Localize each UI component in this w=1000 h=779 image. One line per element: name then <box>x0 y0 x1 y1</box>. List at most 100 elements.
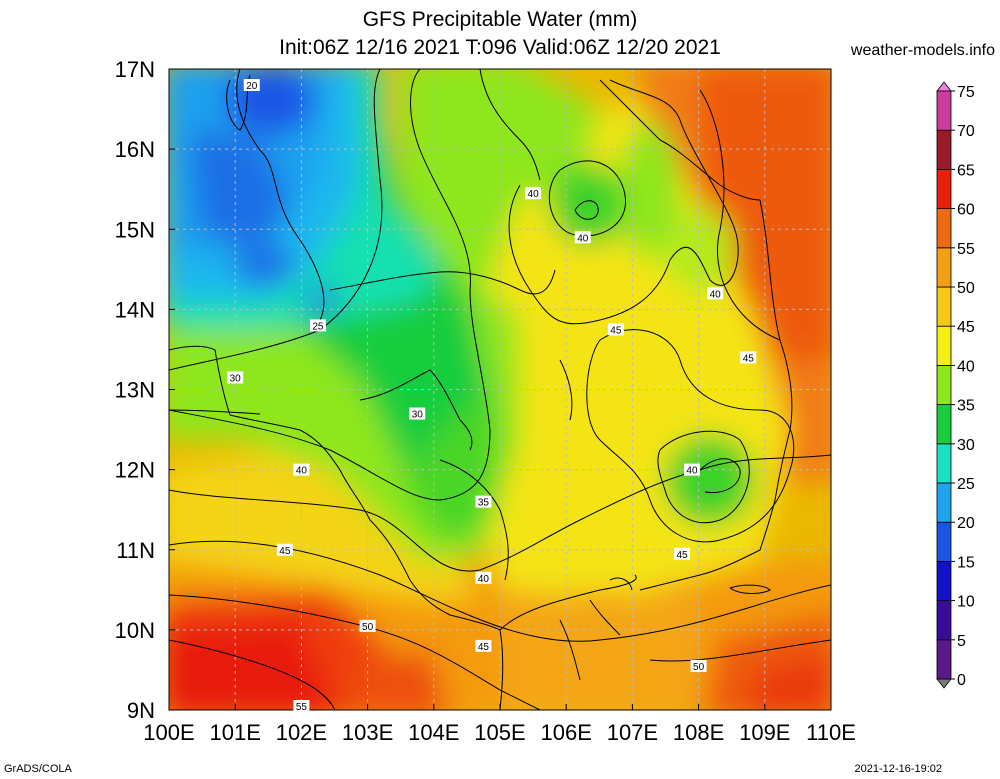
contour-label-bg <box>690 659 707 672</box>
colorbar-band <box>936 404 952 445</box>
contour-label: 30 <box>412 410 424 421</box>
contour-label: 40 <box>710 289 722 300</box>
y-tick-label: 17N <box>115 57 155 82</box>
contour-label-bg <box>309 319 326 332</box>
title-line-1: GFS Precipitable Water (mm) <box>362 8 638 31</box>
contour-label-bg <box>293 699 310 712</box>
contour-label: 45 <box>478 642 490 653</box>
contour-label-bg <box>525 187 542 200</box>
colorbar-band <box>936 325 952 366</box>
colorbar-label: 10 <box>957 594 975 611</box>
contour-label: 45 <box>279 546 291 557</box>
contour-label-bg <box>409 407 426 420</box>
contour-label: 45 <box>743 353 755 364</box>
contour-label: 40 <box>577 233 589 244</box>
contour-label-bg <box>243 79 260 92</box>
colorbar-band <box>936 364 952 405</box>
contour-label: 40 <box>528 189 540 200</box>
contour-label-bg <box>293 463 310 476</box>
colorbar-band <box>936 168 952 209</box>
y-tick-label: 10N <box>115 618 155 643</box>
colorbar-min-triangle <box>936 678 952 689</box>
contour-label-bg <box>475 495 492 508</box>
x-tick-label: 104E <box>408 720 459 745</box>
colorbar-band <box>936 247 952 288</box>
contour-label: 20 <box>246 81 258 92</box>
colorbar-label: 60 <box>957 202 975 219</box>
contour-label: 45 <box>676 550 688 561</box>
footer-software-label: GrADS/COLA <box>4 763 72 775</box>
y-tick-label: 12N <box>115 458 155 483</box>
x-tick-label: 107E <box>607 720 658 745</box>
colorbar-label: 40 <box>957 358 975 375</box>
contour-label-bg <box>607 323 624 336</box>
contour-label: 50 <box>693 662 705 673</box>
contour-label-bg <box>359 619 376 632</box>
colorbar-band <box>936 129 952 170</box>
x-tick-label: 103E <box>342 720 393 745</box>
contour-label-layer: 20 25 30 30 35 40 40 40 40 40 40 45 45 45 45 45 50 50 55 <box>227 79 757 713</box>
contour-label: 40 <box>296 466 308 477</box>
y-tick-label: 9N <box>127 698 155 723</box>
precip-field <box>169 69 831 710</box>
colorbar-band <box>936 443 952 484</box>
site-label: weather-models.info <box>850 42 995 59</box>
colorbar-band <box>936 208 952 249</box>
colorbar-label: 25 <box>957 476 975 493</box>
colorbar-label: 20 <box>957 515 975 532</box>
coast-borders <box>169 69 793 710</box>
y-axis: 9N 10N 11N 12N 13N 14N 15N 16N 17N <box>115 57 175 723</box>
x-tick-label: 102E <box>276 720 327 745</box>
contour-label: 55 <box>296 702 308 713</box>
colorbar-label: 45 <box>957 319 975 336</box>
colorbar-band <box>936 600 952 641</box>
contour-label: 45 <box>610 325 622 336</box>
colorbar-band <box>936 482 952 523</box>
colorbar-band <box>936 521 952 562</box>
contour-label: 40 <box>686 466 698 477</box>
contour-label-bg <box>740 351 757 364</box>
y-tick-label: 14N <box>115 297 155 322</box>
contour-label-bg <box>276 543 293 556</box>
colorbar-label: 5 <box>957 633 966 650</box>
contour-label-bg <box>674 547 691 560</box>
x-tick-label: 109E <box>739 720 790 745</box>
contour-label: 50 <box>362 622 374 633</box>
x-tick-label: 108E <box>673 720 724 745</box>
x-tick-label: 105E <box>474 720 525 745</box>
x-tick-label: 106E <box>541 720 592 745</box>
colorbar-band <box>936 639 952 680</box>
colorbar-max-triangle <box>936 81 952 92</box>
colorbar-band <box>936 90 952 131</box>
x-tick-label: 101E <box>210 720 261 745</box>
y-tick-label: 16N <box>115 137 155 162</box>
contour-label-bg <box>574 231 591 244</box>
colorbar-label: 75 <box>957 84 975 101</box>
colorbar-label: 65 <box>957 162 975 179</box>
contour-label-bg <box>227 371 244 384</box>
contour-label: 30 <box>230 373 242 384</box>
colorbar-label: 35 <box>957 398 975 415</box>
contour-lines <box>169 69 831 710</box>
x-axis: 100E 101E 102E 103E 104E 105E 106E 107E 108E 109E… <box>143 704 856 745</box>
contour-label-bg <box>683 463 700 476</box>
x-tick-label: 110E <box>806 720 856 745</box>
colorbar-label: 55 <box>957 241 975 258</box>
colorbar-label: 50 <box>957 280 975 297</box>
colorbar-label: 0 <box>957 672 966 689</box>
title-line-2: Init:06Z 12/16 2021 T:096 Valid:06Z 12/2… <box>279 36 721 59</box>
contour-label: 40 <box>478 574 490 585</box>
colorbar-band <box>936 561 952 602</box>
contour-label: 25 <box>312 321 324 332</box>
contour-label-bg <box>475 639 492 652</box>
footer-timestamp: 2021-12-16-19:02 <box>854 763 942 775</box>
colorbar: 0 5 10 15 20 25 30 35 40 45 50 55 60 65 70 75 <box>936 81 975 689</box>
y-tick-label: 13N <box>115 378 155 403</box>
contour-label-bg <box>707 287 724 300</box>
y-tick-label: 11N <box>116 538 155 563</box>
colorbar-band <box>936 286 952 327</box>
y-tick-label: 15N <box>115 217 155 242</box>
contour-label-bg <box>475 571 492 584</box>
colorbar-label: 15 <box>957 554 975 571</box>
